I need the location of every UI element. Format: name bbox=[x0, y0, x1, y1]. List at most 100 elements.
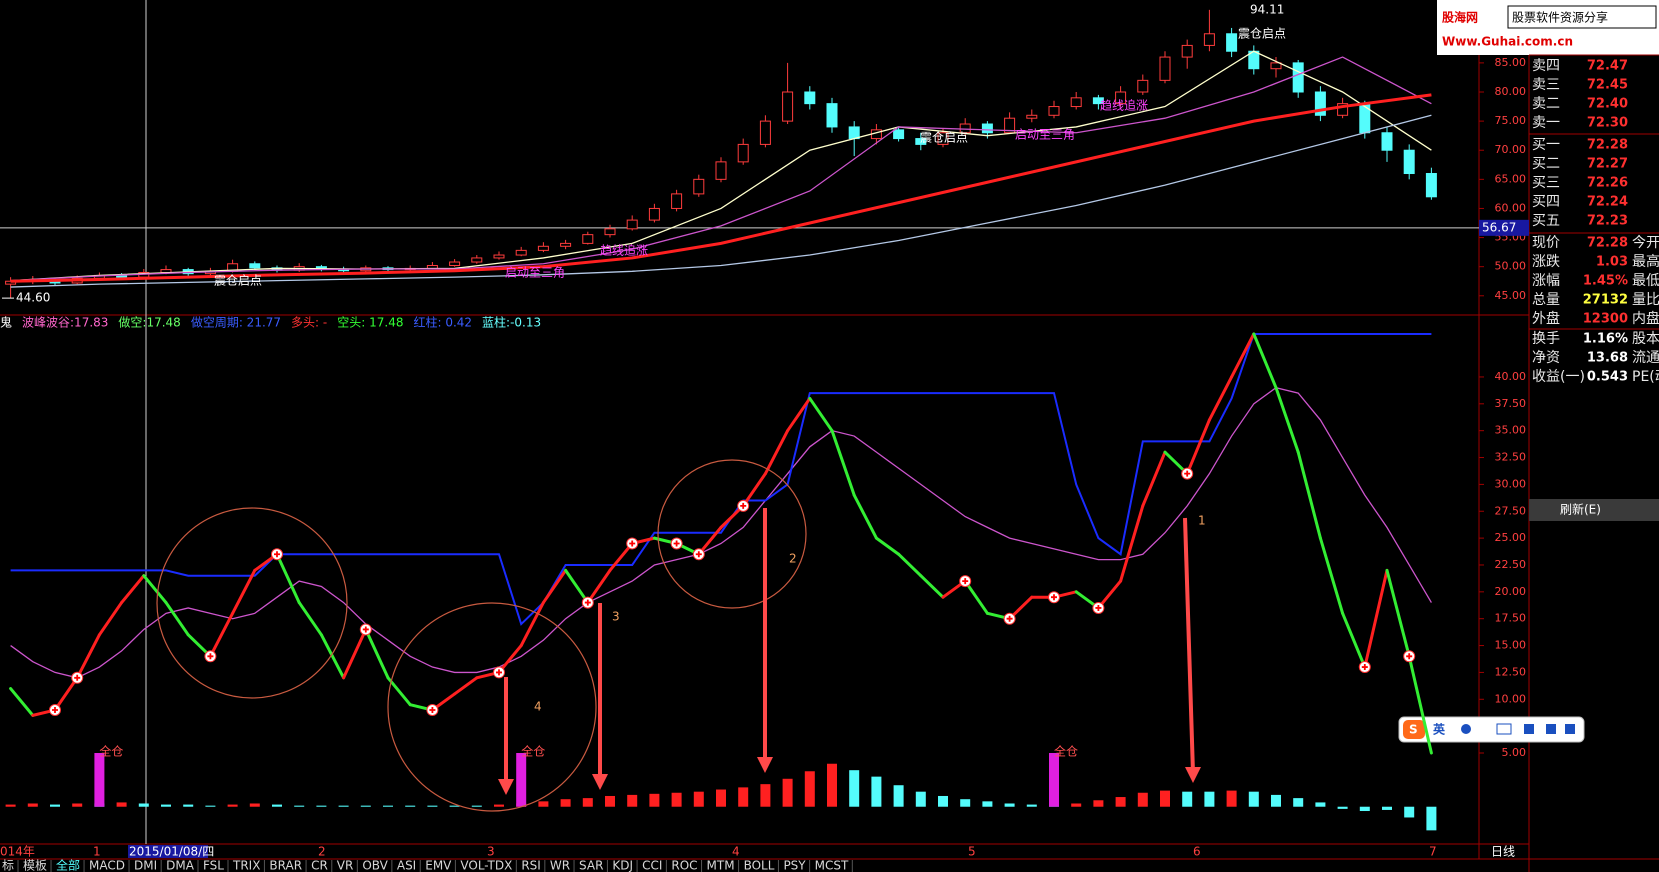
legend-item: 波峰波谷:17.83 bbox=[22, 316, 108, 330]
indicator-tab[interactable]: CR bbox=[311, 859, 328, 872]
ime-icon[interactable] bbox=[1496, 723, 1512, 735]
indicator-segment bbox=[1363, 568, 1389, 669]
y-tick-label: 35.00 bbox=[1495, 424, 1527, 437]
candle-body bbox=[449, 261, 461, 267]
ime-icon[interactable] bbox=[1565, 724, 1575, 734]
indicator-tab[interactable]: EMV bbox=[425, 859, 452, 872]
y-tick-label: 17.50 bbox=[1495, 612, 1527, 625]
histogram-bar bbox=[383, 805, 393, 807]
indicator-segment bbox=[919, 574, 945, 599]
indicator-tab[interactable]: BOLL bbox=[744, 859, 775, 872]
candle-body bbox=[604, 228, 616, 236]
quote-label: 买五 bbox=[1532, 213, 1560, 229]
histogram-bar bbox=[360, 805, 371, 807]
histogram-bar bbox=[161, 804, 171, 807]
ime-icon[interactable] bbox=[1461, 724, 1471, 734]
highlight-circle bbox=[657, 459, 807, 609]
indicator-tab[interactable]: PSY bbox=[783, 859, 806, 872]
ime-mode[interactable]: 英 bbox=[1433, 722, 1446, 737]
logo-frame bbox=[1507, 5, 1657, 29]
histogram-bar bbox=[1248, 791, 1259, 807]
indicator-segment bbox=[786, 396, 812, 433]
indicator-tab[interactable]: FSL bbox=[203, 859, 224, 872]
indicator-tab[interactable]: RSI bbox=[521, 859, 541, 872]
quote-value: 72.30 bbox=[1587, 116, 1628, 131]
indicator-tab[interactable]: VOL-TDX bbox=[460, 859, 512, 872]
indicator-tab[interactable]: ROC bbox=[671, 859, 697, 872]
candle-body bbox=[1337, 103, 1349, 116]
quote-value: 72.27 bbox=[1587, 157, 1628, 172]
candle-body bbox=[981, 123, 993, 134]
indicator-segment bbox=[1207, 375, 1234, 422]
candle-body bbox=[937, 132, 949, 145]
crosshair-box bbox=[1479, 219, 1529, 236]
date-label: 7 bbox=[1429, 845, 1437, 859]
crosshair-label: 56.67 bbox=[1482, 220, 1516, 234]
indicator-tab[interactable]: VR bbox=[337, 859, 354, 872]
indicator-segment bbox=[1252, 332, 1278, 390]
ime-logo bbox=[1403, 720, 1425, 739]
histogram-bar bbox=[693, 791, 704, 807]
histogram-bar bbox=[716, 789, 726, 807]
candle-body bbox=[693, 178, 705, 195]
indicator-segment bbox=[741, 472, 767, 508]
candle-body bbox=[1159, 56, 1171, 81]
moving-average bbox=[10, 114, 1432, 288]
histogram-bar bbox=[782, 778, 793, 807]
buy-marker-cross bbox=[496, 669, 502, 676]
date-label: 6 bbox=[1193, 845, 1201, 859]
indicator-tab[interactable]: SAR bbox=[579, 859, 603, 872]
quote-extra: 股本 bbox=[1632, 331, 1659, 347]
indicator-tab[interactable]: 全部 bbox=[56, 858, 80, 872]
refresh-label[interactable]: 刷新(E) bbox=[1560, 502, 1601, 517]
indicator-tab[interactable]: MTM bbox=[707, 859, 735, 872]
indicator-tab[interactable]: TRIX bbox=[232, 859, 260, 872]
arrow-head bbox=[1185, 767, 1201, 783]
highlight-circle bbox=[156, 507, 348, 699]
indicator-segment bbox=[319, 633, 346, 680]
indicator-tab[interactable]: MACD bbox=[89, 859, 125, 872]
indicator-tab[interactable]: WR bbox=[550, 859, 570, 872]
indicator-tab[interactable]: OBV bbox=[362, 859, 388, 872]
indicator-tab[interactable]: KDJ bbox=[612, 859, 633, 872]
indicator-tab[interactable]: 标 bbox=[2, 859, 14, 872]
candle-body bbox=[715, 161, 727, 180]
buy-marker-cross bbox=[52, 707, 58, 714]
indicator-tab[interactable]: ASI bbox=[397, 859, 416, 872]
buy-marker-cross bbox=[740, 502, 747, 509]
histogram-bar bbox=[249, 803, 260, 807]
y-tick-label: 70.00 bbox=[1495, 143, 1527, 156]
indicator-tab[interactable]: MCST bbox=[815, 859, 849, 872]
ime-icon[interactable] bbox=[1546, 724, 1556, 734]
ime-icon[interactable] bbox=[1524, 724, 1534, 734]
indicator-segment bbox=[586, 568, 612, 605]
indicator-tab[interactable]: 模板 bbox=[23, 859, 47, 872]
buy-marker-cross bbox=[1095, 604, 1102, 611]
histogram-bar bbox=[849, 770, 860, 807]
histogram-bar bbox=[138, 803, 149, 807]
period-label: 日线 bbox=[1491, 845, 1515, 859]
histogram-bar bbox=[1204, 791, 1215, 807]
y-tick-label: 15.00 bbox=[1495, 639, 1527, 652]
refresh-button[interactable] bbox=[1529, 499, 1659, 521]
histogram-bar bbox=[116, 802, 127, 807]
ime-toolbar[interactable] bbox=[1398, 716, 1585, 743]
y-tick-label: 20.00 bbox=[1495, 585, 1527, 598]
indicator-segment bbox=[519, 601, 545, 648]
histogram-bar bbox=[1359, 806, 1370, 812]
indicator-tab[interactable]: DMA bbox=[166, 859, 195, 872]
indicator-tab[interactable]: BRAR bbox=[269, 859, 302, 872]
candle-body bbox=[671, 193, 683, 209]
indicator-tab[interactable]: CCI bbox=[642, 859, 662, 872]
histogram-bar bbox=[72, 803, 83, 807]
indicator-segment bbox=[75, 633, 101, 680]
indicator-tab[interactable]: DMI bbox=[134, 859, 157, 872]
date-label: 3 bbox=[487, 845, 495, 859]
y-tick-label: 22.50 bbox=[1495, 558, 1527, 571]
histogram-bar bbox=[338, 805, 349, 807]
quote-extra: 内盘 bbox=[1632, 310, 1659, 327]
histogram-bar bbox=[272, 804, 282, 807]
candle-body bbox=[560, 242, 572, 247]
quote-extra: 今开 bbox=[1632, 235, 1659, 251]
indicator-segment bbox=[1385, 568, 1411, 658]
